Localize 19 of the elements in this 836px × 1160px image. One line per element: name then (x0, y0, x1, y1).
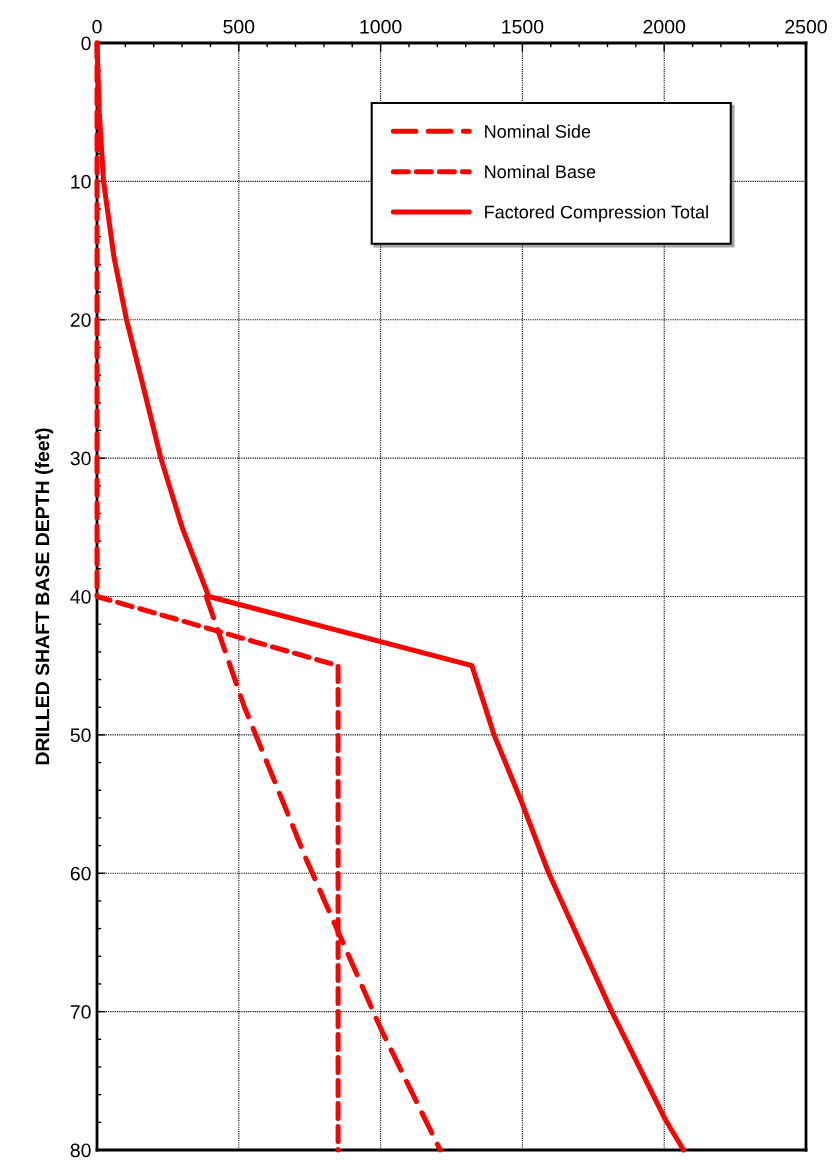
legend-label: Factored Compression Total (485, 205, 708, 223)
x-tick-label: 1500 (502, 19, 544, 34)
y-tick-label: 10 (71, 174, 91, 189)
y-tick-label: 20 (70, 313, 91, 327)
y-tick-label: 30 (70, 451, 91, 466)
y-tick-label: 0 (81, 36, 91, 51)
x-tick-label: 2000 (643, 19, 686, 34)
x-tick-label: 2500 (785, 19, 827, 34)
legend-label: Nominal Side (485, 124, 591, 138)
y-tick-label: 80 (70, 1143, 91, 1158)
x-tick-label: 500 (223, 19, 255, 34)
x-tick-label: 0 (92, 19, 102, 34)
y-tick-label: 40 (70, 589, 91, 604)
y-axis-title: DRILLED SHAFT BASE DEPTH (feet) (35, 428, 54, 765)
y-tick-label: 70 (70, 1005, 91, 1019)
y-tick-label: 50 (70, 728, 91, 743)
legend-label: Nominal Base (485, 164, 596, 179)
y-tick-label: 60 (70, 866, 91, 881)
x-tick-label: 1000 (360, 19, 402, 34)
